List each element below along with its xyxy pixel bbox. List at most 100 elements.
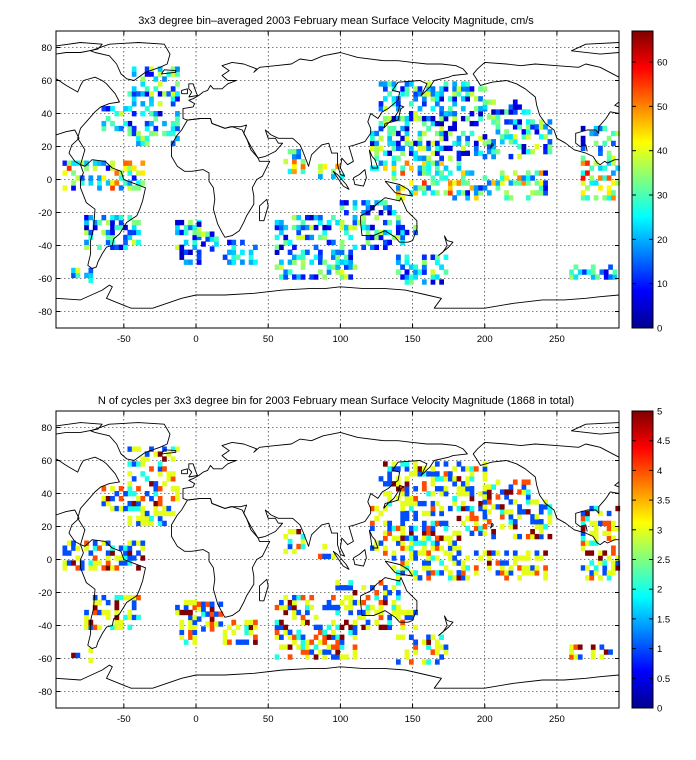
bin-cell — [593, 130, 599, 137]
bin-cell — [110, 185, 115, 191]
bin-cell — [439, 91, 445, 97]
bin-cell — [339, 654, 345, 660]
bin-cell — [439, 535, 445, 541]
bin-cell — [573, 644, 579, 650]
bin-cell — [447, 555, 453, 561]
bin-cell — [279, 274, 284, 280]
bin-cell — [188, 634, 193, 640]
x-tick-label: 250 — [549, 714, 565, 725]
bin-cell — [504, 175, 509, 181]
bin-cell — [97, 180, 102, 186]
bin-cell — [296, 153, 302, 160]
bin-cell — [439, 120, 445, 127]
bin-cell — [140, 76, 146, 82]
bin-cell — [447, 570, 453, 576]
bin-cell — [382, 481, 388, 487]
bin-cell — [101, 486, 107, 492]
bin-cell — [318, 624, 323, 631]
bin-cell — [400, 115, 406, 122]
bin-cell — [512, 99, 518, 105]
bin-cell — [478, 491, 483, 497]
bin-cell — [157, 466, 163, 472]
bin-cell — [434, 170, 440, 176]
bin-cell — [421, 500, 427, 507]
bin-cell — [452, 560, 457, 566]
bin-cell — [300, 274, 306, 280]
y-tick-label: -80 — [38, 307, 52, 318]
bin-cell — [413, 570, 419, 576]
bin-cell — [543, 148, 548, 155]
bin-cell — [573, 264, 579, 270]
bin-cell — [253, 639, 258, 645]
bin-cell — [101, 214, 107, 221]
bin-cell — [348, 594, 354, 601]
bin-cell — [179, 619, 185, 626]
bin-cell — [244, 639, 250, 645]
coastline — [182, 52, 468, 177]
bin-cell — [395, 224, 401, 231]
bin-cell — [240, 639, 245, 645]
bin-cell — [517, 565, 522, 571]
bin-cell — [478, 500, 483, 507]
bin-cell — [443, 269, 449, 275]
bin-cell — [426, 155, 432, 161]
bin-cell — [71, 170, 76, 176]
bin-cell — [580, 155, 586, 161]
cycles-panel: N of cycles per 3x3 degree bin for 2003 … — [38, 395, 670, 725]
bin-cell — [530, 533, 535, 540]
bin-cell — [348, 599, 354, 606]
bin-cell — [408, 471, 414, 477]
bin-cell — [175, 66, 180, 72]
bin-cell — [408, 545, 414, 551]
bin-cell — [408, 570, 414, 576]
bin-cell — [127, 486, 133, 492]
bin-cell — [611, 545, 616, 551]
bin-cell — [149, 481, 154, 487]
bin-cell — [612, 269, 618, 275]
bin-cell — [456, 155, 462, 161]
bin-cell — [478, 86, 483, 92]
bin-cell — [580, 565, 586, 571]
bin-cell — [140, 515, 146, 522]
bin-cell — [378, 200, 384, 206]
bin-cell — [188, 249, 193, 255]
bin-cell — [365, 619, 371, 626]
bin-cell — [97, 624, 102, 631]
bin-cell — [508, 509, 514, 515]
bin-cell — [430, 115, 436, 122]
bin-cell — [577, 654, 583, 660]
bin-cell — [434, 500, 440, 507]
bin-cell — [413, 140, 419, 147]
bin-cell — [369, 505, 375, 512]
bin-cell — [326, 634, 332, 640]
bin-cell — [66, 165, 72, 171]
bin-cell — [580, 190, 586, 196]
bin-cell — [452, 466, 457, 472]
bin-cell — [530, 499, 535, 505]
bin-cell — [127, 481, 133, 487]
bin-cell — [84, 624, 89, 631]
bin-cell — [421, 530, 427, 536]
bin-cell — [335, 649, 341, 655]
bin-cell — [421, 486, 427, 492]
bin-cell — [598, 185, 603, 191]
bin-cell — [391, 609, 397, 616]
bin-cell — [400, 170, 406, 176]
bin-cell — [149, 96, 154, 102]
bin-cell — [326, 604, 332, 611]
bin-cell — [456, 135, 462, 142]
bin-cell — [534, 129, 540, 135]
bin-cell — [400, 525, 406, 532]
bin-cell — [495, 180, 501, 186]
bin-cell — [585, 515, 590, 522]
bin-cell — [460, 575, 466, 581]
bin-cell — [335, 609, 341, 616]
bin-cell — [382, 590, 388, 596]
bin-cell — [495, 185, 501, 191]
bin-cell — [131, 125, 137, 132]
bin-cell — [447, 190, 453, 196]
bin-cell — [387, 520, 393, 527]
bin-cell — [460, 150, 466, 156]
bin-cell — [136, 614, 141, 621]
bin-cell — [374, 200, 380, 206]
